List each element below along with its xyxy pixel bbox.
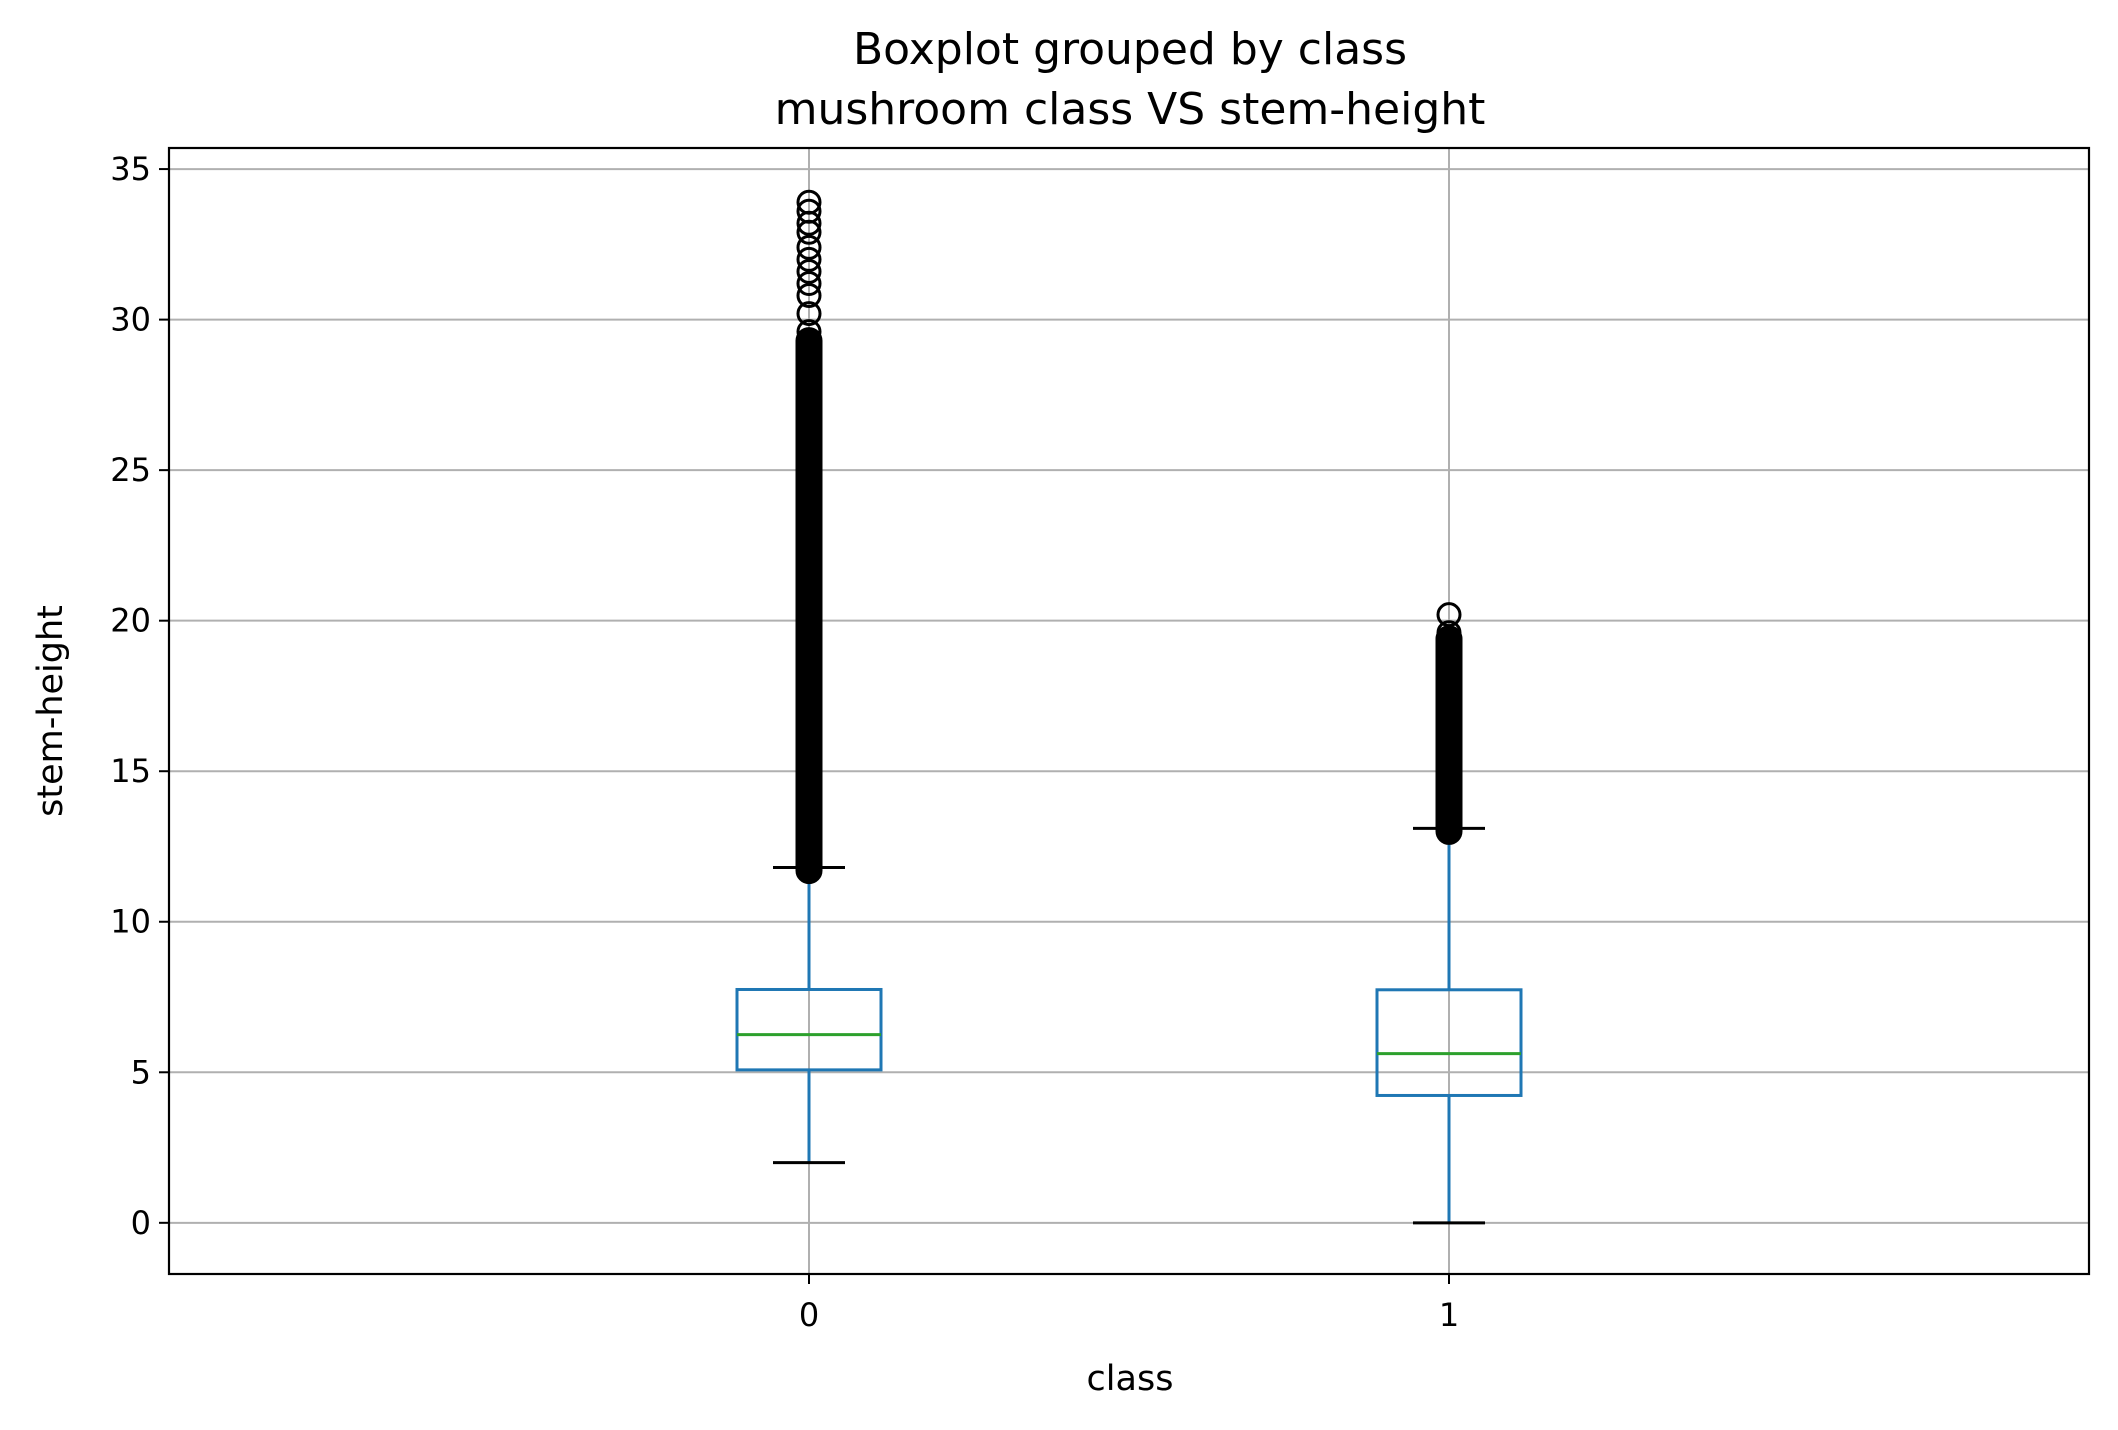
chart-title: Boxplot grouped by class bbox=[853, 24, 1407, 75]
x-tick-label: 0 bbox=[799, 1296, 819, 1334]
outlier-point bbox=[796, 189, 822, 215]
outlier-band bbox=[795, 327, 823, 885]
grid bbox=[169, 148, 2089, 1274]
y-axis-label: stem-height bbox=[31, 605, 71, 817]
outlier-band bbox=[1435, 625, 1463, 845]
outlier-point bbox=[796, 301, 822, 327]
outlier-point bbox=[796, 234, 822, 260]
plot-frame bbox=[167, 146, 2091, 1276]
y-tick-label: 0 bbox=[131, 1204, 151, 1242]
y-tick-label: 20 bbox=[110, 602, 151, 640]
y-tick-label: 35 bbox=[110, 150, 151, 188]
outlier-point bbox=[796, 319, 822, 345]
outlier-point bbox=[796, 198, 822, 224]
y-tick-label: 30 bbox=[110, 301, 151, 339]
box-iqr bbox=[1375, 988, 1523, 1097]
box-group bbox=[735, 189, 1523, 1225]
outlier-point bbox=[796, 270, 822, 296]
x-tick-label: 1 bbox=[1439, 1296, 1459, 1334]
y-tick-label: 10 bbox=[110, 903, 151, 941]
outlier-point bbox=[796, 283, 822, 309]
x-axis-label: class bbox=[1087, 1359, 1174, 1399]
outlier-point bbox=[796, 246, 822, 272]
y-axis: 0 5 10 15 20 25 30 35 bbox=[110, 150, 169, 1242]
y-tick-label: 5 bbox=[131, 1053, 151, 1091]
box-iqr bbox=[735, 987, 883, 1072]
y-tick-label: 15 bbox=[110, 752, 151, 790]
outlier-point bbox=[796, 258, 822, 284]
chart-subtitle: mushroom class VS stem-height bbox=[775, 84, 1486, 135]
y-tick-label: 25 bbox=[110, 451, 151, 489]
outlier-point bbox=[1436, 602, 1462, 628]
outlier-point bbox=[1436, 620, 1462, 646]
